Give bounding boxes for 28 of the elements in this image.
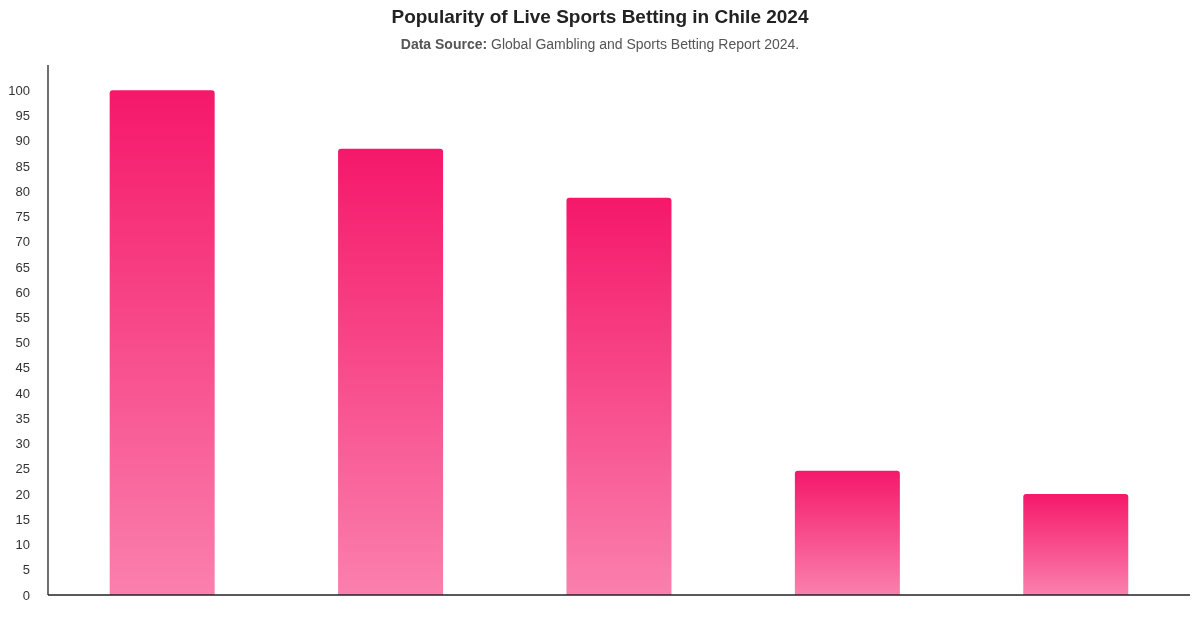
y-tick-label: 25: [15, 461, 30, 477]
y-tick-label: 50: [15, 335, 30, 351]
bar: [1023, 494, 1129, 595]
y-tick-label: 90: [15, 133, 30, 149]
y-tick-label: 10: [15, 537, 30, 553]
bar: [566, 197, 672, 595]
bar: [338, 148, 444, 595]
y-tick-label: 100: [8, 82, 30, 98]
y-tick-label: 85: [15, 158, 30, 174]
y-tick-label: 15: [15, 511, 30, 527]
chart-title: Popularity of Live Sports Betting in Chile 2024: [390, 6, 810, 28]
y-tick-label: 40: [15, 385, 30, 401]
bar: [794, 470, 900, 595]
y-tick-label: 35: [15, 410, 30, 426]
y-tick-label: 5: [22, 562, 30, 578]
y-tick-label: 95: [15, 108, 30, 124]
y-tick-label: 30: [15, 436, 30, 452]
bar: [109, 90, 215, 595]
y-tick-label: 45: [15, 360, 30, 376]
y-tick-label: 55: [15, 310, 30, 325]
chart-subtitle: Data Source: Global Gambling and Sports Betting Report 2024.: [400, 36, 800, 52]
y-tick-label: 75: [15, 209, 30, 225]
y-tick-label: 65: [15, 259, 30, 275]
y-tick-label: 20: [15, 486, 30, 502]
y-tick-label: 70: [15, 234, 30, 250]
y-tick-label: 80: [15, 183, 30, 199]
y-tick-label: 0: [22, 587, 30, 603]
y-tick-label: 60: [15, 284, 30, 300]
